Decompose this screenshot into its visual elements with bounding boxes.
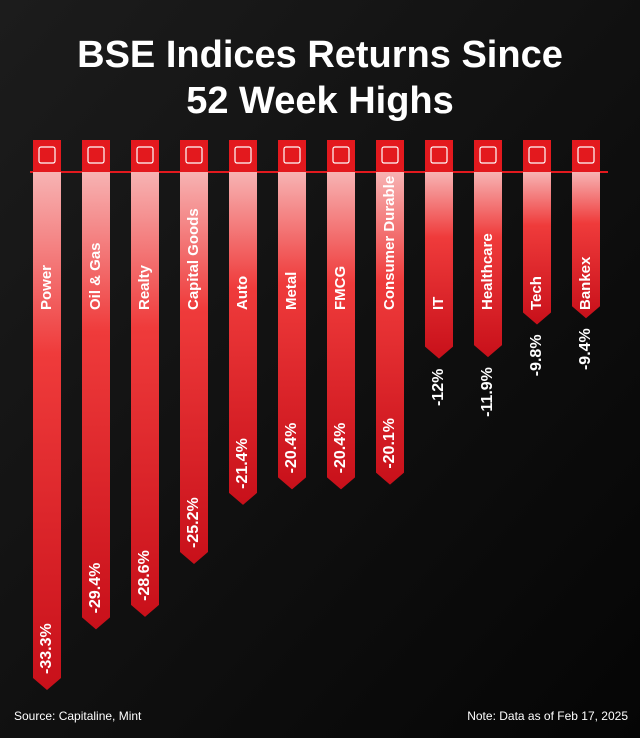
bar-cap xyxy=(278,140,306,172)
bar xyxy=(376,172,404,485)
bar-cap xyxy=(33,140,61,172)
icon xyxy=(332,146,350,164)
value-label: -12% xyxy=(430,369,447,406)
bar xyxy=(278,172,306,490)
bar-cap xyxy=(474,140,502,172)
icon xyxy=(234,146,252,164)
icon xyxy=(185,146,203,164)
category-label: Metal xyxy=(283,272,300,310)
bar-cap xyxy=(327,140,355,172)
category-label: Tech xyxy=(528,276,545,310)
bar-cap xyxy=(82,140,110,172)
bar-cap xyxy=(425,140,453,172)
value-label: -28.6% xyxy=(136,550,153,601)
icon xyxy=(430,146,448,164)
bar xyxy=(327,172,355,490)
bar xyxy=(572,172,600,319)
bar xyxy=(229,172,257,505)
category-label: IT xyxy=(430,297,447,310)
icon xyxy=(577,146,595,164)
bar xyxy=(82,172,110,630)
value-label: -20.1% xyxy=(381,418,398,469)
value-label: -33.3% xyxy=(38,623,55,674)
bar xyxy=(180,172,208,564)
note: Note: Data as of Feb 17, 2025 xyxy=(467,709,628,723)
bar-cap xyxy=(572,140,600,172)
category-label: Realty xyxy=(136,264,153,310)
bar xyxy=(131,172,159,617)
icon xyxy=(283,146,301,164)
value-label: -11.9% xyxy=(479,367,496,417)
category-label: Bankex xyxy=(577,256,594,310)
category-label: Capital Goods xyxy=(185,208,202,310)
bar xyxy=(425,172,453,359)
icon xyxy=(136,146,154,164)
value-label: -20.4% xyxy=(332,423,349,474)
bar-cap xyxy=(523,140,551,172)
value-label: -20.4% xyxy=(283,423,300,474)
category-label: Healthcare xyxy=(479,233,496,310)
bar xyxy=(474,172,502,358)
source: Source: Capitaline, Mint xyxy=(14,709,142,723)
value-label: -9.8% xyxy=(528,334,545,376)
bar-cap xyxy=(229,140,257,172)
value-label: -25.2% xyxy=(185,497,202,548)
category-label: Oil & Gas xyxy=(87,242,104,310)
value-label: -9.4% xyxy=(577,328,594,370)
bar-cap xyxy=(131,140,159,172)
chart-subtitle: 52 Week Highs xyxy=(186,80,454,122)
chart-title: BSE Indices Returns Since xyxy=(77,34,563,76)
bar-cap xyxy=(376,140,404,172)
icon xyxy=(528,146,546,164)
category-label: Consumer Durable xyxy=(381,176,398,310)
bar xyxy=(33,172,61,690)
icon xyxy=(381,146,399,164)
icon xyxy=(38,146,56,164)
icon xyxy=(479,146,497,164)
icon xyxy=(87,146,105,164)
value-label: -21.4% xyxy=(234,438,251,489)
bar-cap xyxy=(180,140,208,172)
category-label: Power xyxy=(38,265,55,310)
bar xyxy=(523,172,551,325)
category-label: Auto xyxy=(234,276,251,310)
value-label: -29.4% xyxy=(87,563,104,614)
category-label: FMCG xyxy=(332,266,349,310)
